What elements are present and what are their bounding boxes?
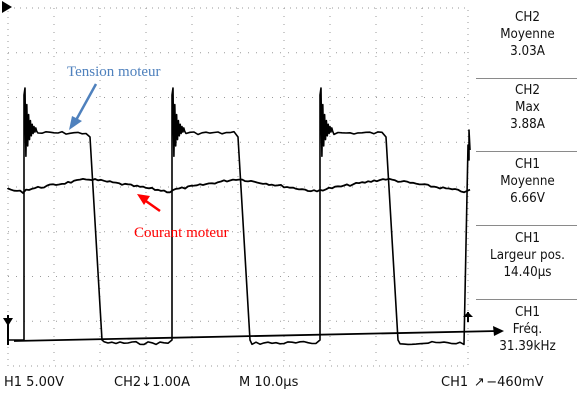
divider (476, 151, 577, 152)
measurement-ch1-frequency: CH1 Fréq. 31.39kHz (482, 304, 573, 355)
graticule (7, 7, 469, 367)
measurement-channel: CH2 (515, 83, 540, 98)
divider (476, 78, 577, 79)
ch1-scale-readout: H1 5.00V (4, 375, 65, 390)
tension-annotation: Tension moteur (67, 64, 161, 80)
measurement-value: 14.40µs (503, 265, 552, 280)
measurement-channel: CH1 (515, 231, 540, 246)
trigger-channel: CH1 (441, 375, 469, 390)
ch2-ground-marker (463, 312, 473, 322)
measurement-label: Moyenne (500, 174, 555, 189)
voltage-trace (8, 87, 471, 346)
tension-arrow (69, 83, 98, 130)
current-trace (7, 177, 471, 194)
measurement-ch1-pos-width: CH1 Largeur pos. 14.40µs (482, 230, 573, 281)
time-base-readout: M 10.0µs (239, 375, 299, 390)
trigger-level: −460mV (486, 375, 544, 390)
measurement-ch2-mean: CH2 Moyenne 3.03A (482, 9, 573, 60)
measurement-value: 31.39kHz (499, 339, 556, 354)
trigger-level-marker (2, 1, 12, 13)
measurement-value: 6.66V (510, 191, 545, 206)
baseline-arrow (13, 326, 504, 342)
ch2-value: 1.00A (152, 375, 190, 390)
measurement-label: Largeur pos. (490, 248, 565, 263)
courant-annotation: Courant moteur (134, 225, 229, 241)
measurement-label: Max (515, 100, 540, 115)
ch2-label: CH2 (114, 375, 142, 390)
trigger-readout: CH1 ↗ −460mV (441, 374, 544, 392)
divider (476, 225, 577, 226)
measurement-ch1-mean: CH1 Moyenne 6.66V (482, 156, 573, 207)
measurement-value: 3.88A (510, 117, 545, 132)
ground-coupling-icon: ↓ (141, 375, 153, 390)
ch2-scale-readout: CH2↓1.00A (114, 374, 190, 392)
measurement-ch2-max: CH2 Max 3.88A (482, 82, 573, 133)
measurement-channel: CH1 (515, 305, 540, 320)
measurement-channel: CH1 (515, 157, 540, 172)
measurement-label: Moyenne (500, 27, 555, 42)
measurement-channel: CH2 (515, 10, 540, 25)
courant-arrow (137, 194, 161, 213)
rising-edge-icon: ↗ (473, 375, 485, 390)
measurement-label: Fréq. (512, 322, 543, 337)
divider (476, 299, 577, 300)
measurement-value: 3.03A (510, 44, 545, 59)
